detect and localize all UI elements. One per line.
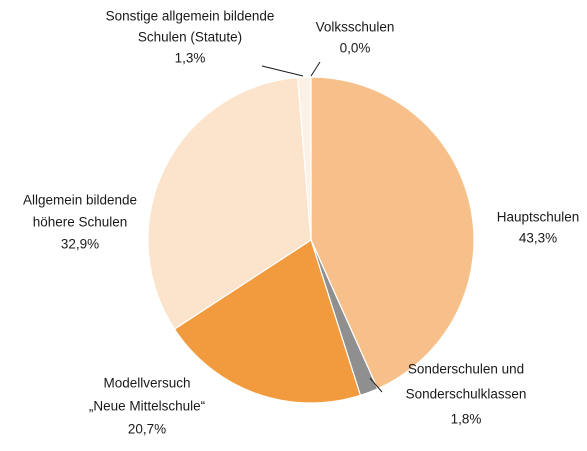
slice-label: Hauptschulen [497, 210, 580, 225]
slice-label: Volksschulen [316, 20, 395, 35]
pie-slice [297, 76, 312, 241]
pie-slice [147, 76, 312, 330]
value-label: 32,9% [61, 237, 99, 252]
value-label: 20,7% [128, 422, 166, 437]
labels: Volksschulen 0,0% Hauptschulen 43,3% Sonders… [23, 9, 579, 437]
pie [147, 76, 475, 404]
value-label: 1,3% [175, 51, 206, 66]
leader-line [369, 377, 383, 393]
leader-line [261, 65, 304, 77]
slice-label: Schulen (Statute) [138, 30, 242, 45]
pie-slice [173, 239, 362, 404]
value-label: 1,8% [451, 412, 482, 427]
value-label: 43,3% [519, 231, 557, 246]
slice-label: Sonderschulen und [408, 362, 524, 377]
slice-label: höhere Schulen [33, 215, 128, 230]
slice-label: Modellversuch [103, 376, 190, 391]
leader-line [310, 61, 321, 77]
slice-label: Sonderschulklassen [406, 387, 527, 402]
value-label: 0,0% [340, 41, 371, 56]
slice-label: „Neue Mittelschule“ [89, 399, 205, 414]
slice-label: Allgemein bildende [23, 193, 137, 208]
pie-slice [310, 76, 475, 390]
slice-label: Sonstige allgemein bildende [106, 9, 275, 24]
